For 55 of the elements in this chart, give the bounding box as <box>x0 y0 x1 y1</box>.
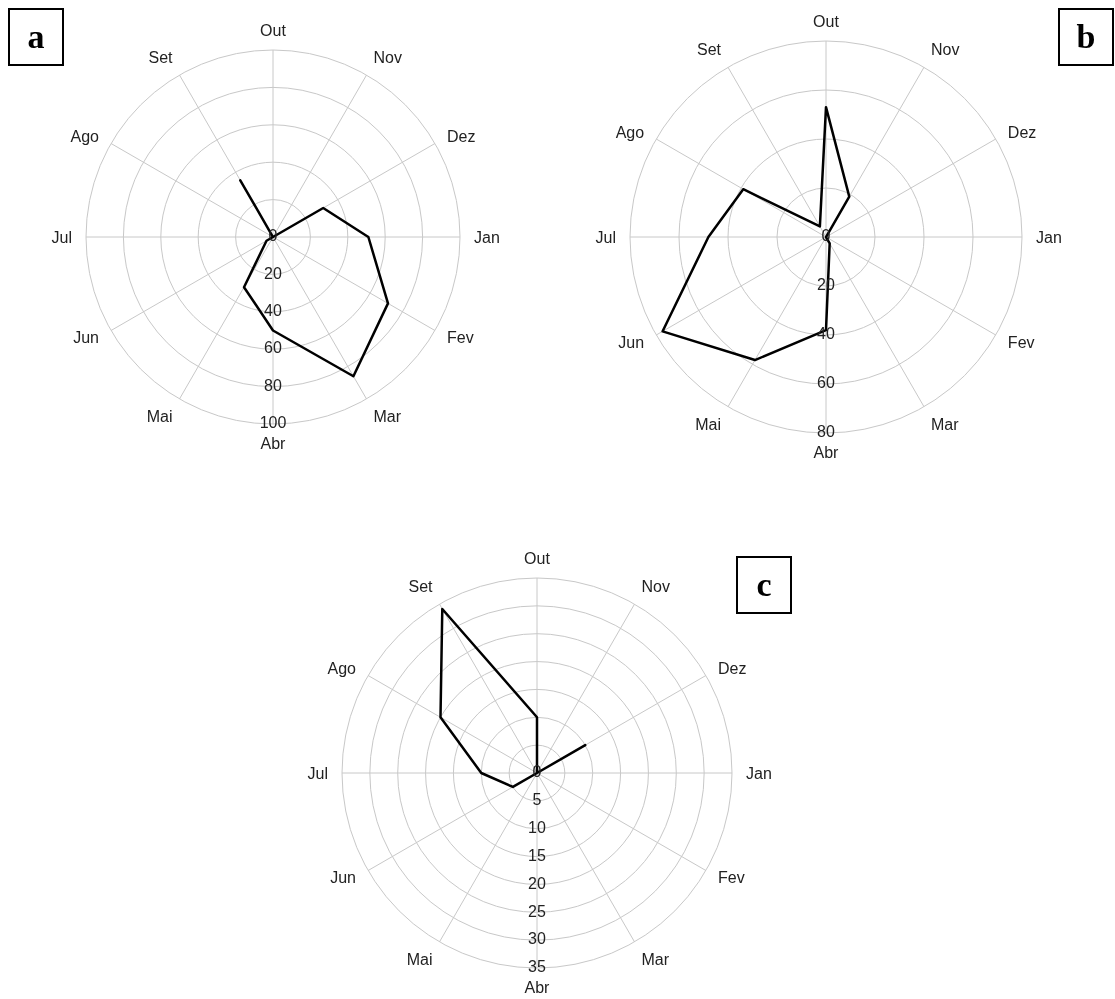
spoke-label: Fev <box>1007 333 1035 351</box>
y-tick-label: 15 <box>528 846 546 864</box>
spoke-label: Jul <box>307 764 328 782</box>
spoke-label: Jan <box>746 764 772 782</box>
spoke-label: Dez <box>447 128 476 146</box>
spoke-label: Out <box>813 13 840 30</box>
spoke-label: Dez <box>718 660 747 678</box>
spoke-label: Out <box>524 550 551 567</box>
spoke-label: Abr <box>813 444 840 462</box>
spoke-label: Abr <box>260 435 287 453</box>
spoke-label: Jun <box>330 869 356 887</box>
y-tick-label: 0 <box>268 227 278 245</box>
spoke-label: Set <box>408 578 434 595</box>
y-tick-label: 25 <box>528 902 546 920</box>
y-tick-label: 20 <box>528 874 546 892</box>
spoke-label: Jul <box>51 228 72 246</box>
spoke-label: Nov <box>373 48 402 66</box>
y-tick-label: 100 <box>259 414 287 432</box>
spoke-label: Fev <box>718 869 745 887</box>
spoke-label: Jun <box>73 329 99 347</box>
y-tick-label: 80 <box>264 376 282 394</box>
y-tick-label: 40 <box>264 302 282 320</box>
y-tick-label: 60 <box>264 339 282 357</box>
spoke-label: Mar <box>373 408 402 426</box>
y-tick-label: 30 <box>528 930 546 948</box>
spoke-label: Mar <box>931 416 960 434</box>
y-tick-label: 20 <box>264 264 282 282</box>
y-tick-label: 40 <box>817 325 835 343</box>
spoke-label: Out <box>260 22 287 39</box>
spoke-label: Mai <box>406 951 433 969</box>
spoke-label: Fev <box>447 329 474 347</box>
spoke-label: Mar <box>641 951 670 969</box>
text: a <box>8 8 64 66</box>
spoke-label: Dez <box>1007 123 1037 141</box>
spoke-label: Jun <box>618 333 645 351</box>
text: b <box>1058 8 1114 66</box>
text: c <box>736 556 792 614</box>
y-tick-label: 60 <box>817 374 835 392</box>
spoke-label: Set <box>696 41 722 59</box>
y-tick-label: 5 <box>532 791 542 809</box>
spoke-label: Jan <box>1036 228 1062 246</box>
y-tick-label: 35 <box>528 958 546 976</box>
y-tick-label: 80 <box>817 423 835 441</box>
spoke-label: Jul <box>595 228 616 246</box>
y-tick-label: 10 <box>528 818 546 836</box>
spoke-label: Ago <box>327 660 357 678</box>
spoke-label: Jan <box>474 228 500 246</box>
spoke-label: Mai <box>146 408 173 426</box>
spoke-label: Ago <box>615 123 645 141</box>
spoke-label: Set <box>148 48 174 66</box>
spoke-label: Ago <box>70 128 100 146</box>
spoke-label: Mai <box>695 416 721 434</box>
spoke-label: Abr <box>524 979 551 997</box>
spoke-label: Nov <box>641 578 670 595</box>
spoke-label: Nov <box>931 41 960 59</box>
